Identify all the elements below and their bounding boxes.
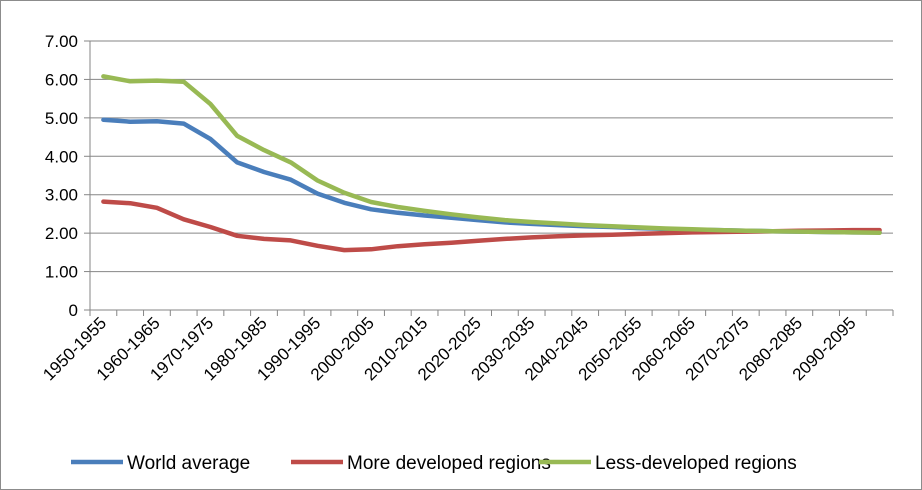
y-tick-label: 6.00: [45, 70, 78, 89]
series-lines: [103, 76, 879, 250]
legend-label: More developed regions: [347, 453, 551, 474]
y-tick-label: 0: [69, 301, 78, 320]
y-tick-label: 5.00: [45, 109, 78, 128]
series-line-3: [103, 76, 879, 232]
y-tick-label: 4.00: [45, 147, 78, 166]
series-line-1: [103, 120, 879, 233]
legend: World average More developed regions Less-…: [71, 453, 797, 474]
y-tick-label: 2.00: [45, 224, 78, 243]
y-axis-tick-labels: 0 1.00 2.00 3.00 4.00 5.00 6.00 7.00: [45, 32, 78, 320]
y-tick-label: 7.00: [45, 32, 78, 51]
x-axis-tick-labels: 1950-19551960-19651970-19751980-19851990…: [39, 313, 859, 384]
axes: [84, 41, 893, 316]
y-tick-label: 3.00: [45, 186, 78, 205]
gridlines: [90, 41, 893, 272]
y-tick-label: 1.00: [45, 263, 78, 282]
legend-label: Less-developed regions: [595, 453, 797, 474]
legend-label: World average: [127, 453, 250, 474]
series-line-2: [103, 202, 879, 251]
